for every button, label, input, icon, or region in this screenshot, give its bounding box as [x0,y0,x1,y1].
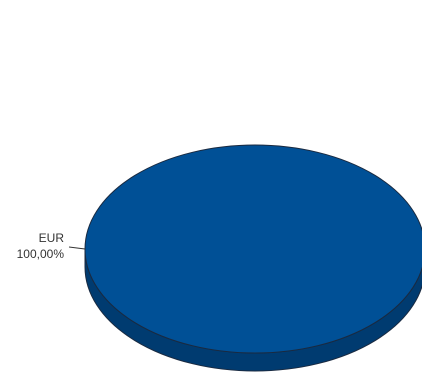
slice-label-category: EUR [39,231,65,245]
pie-slice-eur [84,144,422,354]
leader-line-eur [68,246,86,250]
slice-label-value: 100,00% [17,247,65,261]
